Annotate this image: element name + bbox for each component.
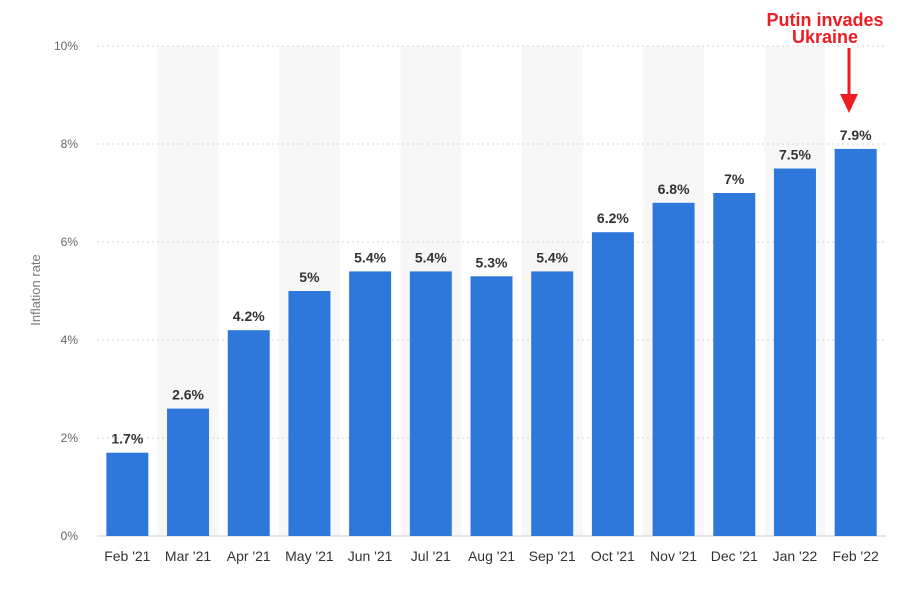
data-label: 7.5% bbox=[779, 147, 811, 163]
bar bbox=[106, 452, 149, 536]
x-tick-label: Oct '21 bbox=[591, 548, 635, 564]
bar bbox=[470, 276, 513, 536]
bar bbox=[531, 271, 574, 536]
bar bbox=[652, 202, 695, 537]
bar bbox=[713, 193, 756, 536]
data-label: 4.2% bbox=[233, 308, 265, 324]
x-tick-label: Mar '21 bbox=[165, 548, 211, 564]
y-tick-label: 0% bbox=[61, 529, 79, 543]
x-tick-label: Sep '21 bbox=[529, 548, 576, 564]
bar bbox=[227, 330, 270, 536]
data-label: 5.4% bbox=[415, 249, 447, 265]
data-label: 5.3% bbox=[476, 254, 508, 270]
bar bbox=[773, 168, 816, 536]
data-label: 6.2% bbox=[597, 210, 629, 226]
x-tick-label: Nov '21 bbox=[650, 548, 697, 564]
x-axis-ticks: Feb '21 Mar '21 Apr '21 May '21 Jun '21 Jul '… bbox=[104, 548, 879, 564]
x-tick-label: Apr '21 bbox=[227, 548, 271, 564]
y-tick-label: 4% bbox=[61, 333, 79, 347]
data-label: 2.6% bbox=[172, 387, 204, 403]
x-tick-label: May '21 bbox=[285, 548, 334, 564]
bar bbox=[834, 148, 877, 536]
annotation-line-1: Putin invades bbox=[766, 10, 883, 30]
bar bbox=[349, 271, 392, 536]
y-tick-label: 8% bbox=[61, 137, 79, 151]
data-label: 5% bbox=[299, 269, 320, 285]
x-tick-label: Aug '21 bbox=[468, 548, 515, 564]
data-label: 6.8% bbox=[658, 181, 690, 197]
y-tick-label: 6% bbox=[61, 235, 79, 249]
bar bbox=[167, 408, 210, 536]
data-label: 1.7% bbox=[111, 431, 143, 447]
data-labels: 1.7% 2.6% 4.2% 5% 5.4% 5.4% 5.3% 5.4% 6.2% 6.8% 7%… bbox=[111, 127, 872, 447]
bar bbox=[409, 271, 452, 536]
annotation: Putin invades Ukraine bbox=[766, 10, 884, 113]
y-tick-label: 10% bbox=[54, 39, 78, 53]
bar bbox=[591, 232, 634, 536]
x-tick-label: Feb '22 bbox=[833, 548, 879, 564]
annotation-arrow-head bbox=[840, 94, 858, 113]
bars bbox=[106, 148, 877, 537]
y-axis-label: Inflation rate bbox=[28, 254, 43, 326]
x-tick-label: Jun '21 bbox=[348, 548, 393, 564]
x-tick-label: Feb '21 bbox=[104, 548, 150, 564]
x-tick-label: Jul '21 bbox=[411, 548, 451, 564]
annotation-line-2: Ukraine bbox=[792, 27, 858, 47]
data-label: 5.4% bbox=[536, 249, 568, 265]
y-tick-label: 2% bbox=[61, 431, 79, 445]
data-label: 5.4% bbox=[354, 249, 386, 265]
data-label: 7.9% bbox=[840, 127, 872, 143]
x-tick-label: Dec '21 bbox=[711, 548, 758, 564]
y-axis-ticks: 0% 2% 4% 6% 8% 10% bbox=[54, 39, 78, 543]
data-label: 7% bbox=[724, 171, 745, 187]
bar bbox=[288, 291, 331, 536]
x-tick-label: Jan '22 bbox=[773, 548, 818, 564]
